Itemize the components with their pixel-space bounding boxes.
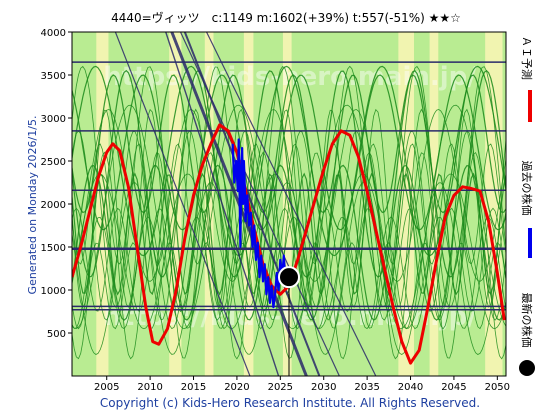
latest-price-marker <box>278 266 300 289</box>
price-series <box>72 123 506 376</box>
x-tick-label: 2045 <box>441 382 466 393</box>
background-yellow-band <box>282 32 292 376</box>
projection-ribbon-line <box>72 130 506 321</box>
y-tick-label: 500 <box>47 329 66 340</box>
trend-channel-line <box>179 32 340 376</box>
y-tick-label: 2000 <box>41 200 66 211</box>
y-tick-label: 3000 <box>41 114 66 125</box>
projection-ribbon-line <box>72 108 506 282</box>
x-tick-label: 2015 <box>181 382 206 393</box>
x-tick-label: 2050 <box>485 382 510 393</box>
trend-channel-line <box>206 32 377 376</box>
x-tick-label: 2010 <box>137 382 162 393</box>
y-tick-label: 4000 <box>41 28 66 39</box>
x-tick-label: 2035 <box>354 382 379 393</box>
background-yellow-band <box>398 32 414 376</box>
generated-date-label: Generated on Monday 2026/1/5. <box>26 116 39 295</box>
legend-ai-forecast-label: ＡＩ予測 <box>520 36 534 80</box>
y-tick-label: 2500 <box>41 157 66 168</box>
x-tick-label: 2040 <box>398 382 423 393</box>
background-yellow-band <box>204 32 214 376</box>
x-tick-label: 2020 <box>224 382 249 393</box>
projection-ribbon-line <box>72 108 506 309</box>
x-tick-label: 2030 <box>311 382 336 393</box>
projection-ribbon-line <box>72 74 506 231</box>
trend-channel-line <box>165 32 280 376</box>
y-axis-ticks: 500 1000 1500 2000 2500 3000 3500 4000 <box>41 28 72 340</box>
x-tick-label: 2005 <box>94 382 119 393</box>
legend-past-price-label: 過去の株価 <box>520 161 534 216</box>
y-tick-label: 1500 <box>41 243 66 254</box>
legend-latest-price-swatch <box>519 360 535 376</box>
projection-ribbon-line <box>72 143 506 265</box>
chart-title: 4440=ヴィッツ c:1149 m:1602(+39%) t:557(-51%… <box>111 10 461 25</box>
x-tick-label: 2025 <box>268 382 293 393</box>
trend-channel-line <box>114 32 251 376</box>
projection-ribbon-line <box>72 182 506 355</box>
ai-forecast-line <box>72 123 506 365</box>
y-tick-label: 1000 <box>41 286 66 297</box>
y-tick-label: 3500 <box>41 71 66 82</box>
past-price-line <box>231 138 291 309</box>
legend: ＡＩ予測 過去の株価 最新の株価 <box>519 36 535 376</box>
copyright-footer: Copyright (c) Kids-Hero Research Institu… <box>100 396 480 410</box>
legend-latest-price-label: 最新の株価 <box>520 293 534 348</box>
x-axis-ticks: 2005 2010 2015 2020 2025 2030 2035 2040 2045 2050 <box>94 376 510 393</box>
